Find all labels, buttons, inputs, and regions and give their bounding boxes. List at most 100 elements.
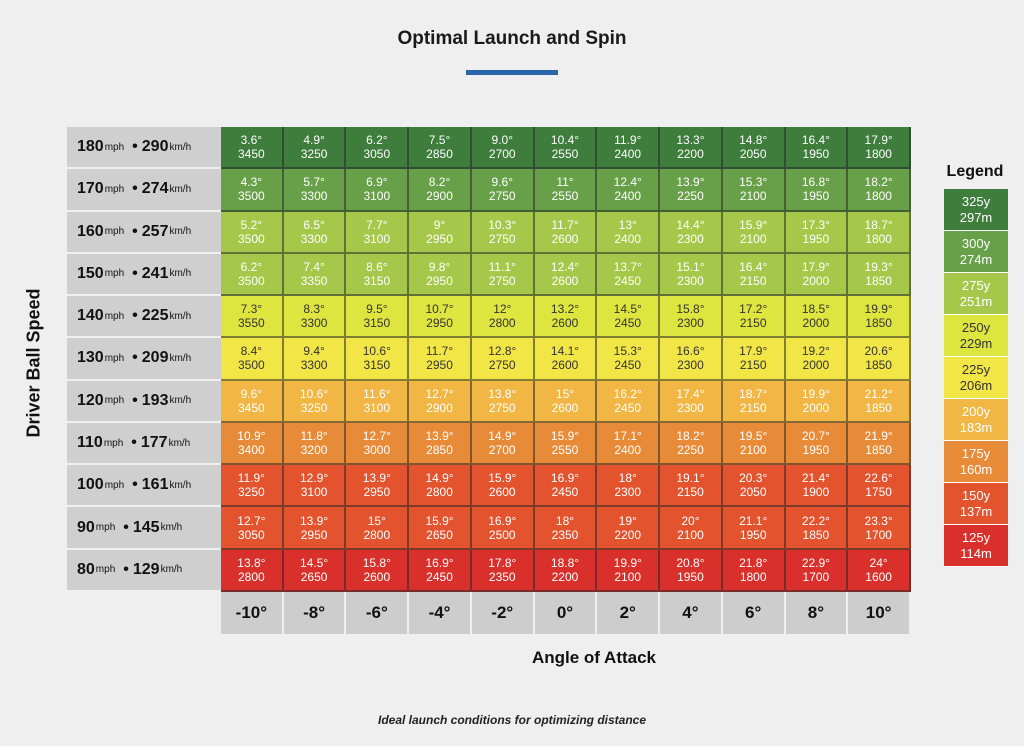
spin-rate-value: 2800	[363, 527, 391, 542]
launch-angle-value: 22.2°	[801, 513, 830, 528]
launch-angle-value: 14.5°	[613, 302, 642, 317]
speed-mph-unit: mph	[104, 268, 125, 280]
launch-angle-value: 23.3°	[864, 513, 893, 528]
launch-angle-value: 16.9°	[488, 513, 517, 528]
speed-kmh-unit: km/h	[169, 226, 192, 238]
launch-angle-value: 7.5°	[428, 133, 451, 148]
speed-mph-value: 130	[77, 349, 104, 367]
launch-angle-value: 4.3°	[240, 175, 263, 190]
heatmap-cell: 3.6° 3450	[221, 127, 284, 170]
spin-rate-value: 2450	[551, 485, 579, 500]
heatmap-cell: 13.2° 2600	[534, 296, 598, 339]
spin-rate-value: 1950	[802, 189, 830, 204]
spin-rate-value: 2750	[488, 189, 516, 204]
launch-angle-value: 8.3°	[303, 302, 325, 317]
spin-rate-value: 1950	[802, 443, 830, 458]
heatmap-cell: 12.9° 3100	[283, 465, 347, 508]
launch-angle-value: 15.3°	[739, 175, 768, 190]
heatmap-cell: 24° 1600	[848, 549, 911, 592]
launch-angle-value: 13.7°	[613, 259, 642, 274]
heatmap-cell: 16.9° 2500	[471, 507, 535, 550]
heatmap-cell: 18.7° 1800	[848, 211, 911, 254]
x-tick-label: 8°	[785, 592, 849, 634]
heatmap-cell: 14.5° 2650	[283, 549, 347, 592]
speed-row-label: 180 mph • 290 km/h	[67, 127, 221, 170]
launch-angle-value: 15.8°	[676, 302, 705, 317]
launch-angle-value: 10.9°	[237, 429, 266, 444]
heatmap-cell: 12.7° 2900	[409, 380, 472, 423]
spin-rate-value: 2250	[677, 189, 704, 204]
speed-kmh-value: 257	[141, 222, 169, 240]
launch-angle-value: 22.9°	[801, 555, 830, 570]
speed-row-label: 140 mph • 225 km/h	[67, 296, 221, 339]
speed-mph-value: 120	[77, 391, 104, 409]
heatmap-cell: 10.6° 3150	[346, 338, 410, 381]
heatmap-cell: 16.8° 1950	[785, 169, 849, 212]
launch-angle-value: 17.1°	[613, 429, 642, 444]
spin-rate-value: 1800	[865, 189, 892, 204]
spin-rate-value: 3050	[238, 527, 265, 542]
speed-kmh-unit: km/h	[169, 183, 192, 195]
launch-angle-value: 18°	[618, 471, 637, 486]
launch-angle-value: 12.7°	[362, 429, 391, 444]
heatmap-cell: 10.7° 2950	[409, 296, 472, 339]
x-tick-label: 6°	[722, 592, 786, 634]
speed-kmh-value: 145	[132, 518, 160, 536]
speed-mph-unit: mph	[103, 437, 124, 449]
spin-rate-value: 1950	[802, 147, 830, 162]
launch-angle-value: 20.7°	[801, 429, 830, 444]
heatmap-cell: 6.5° 3300	[283, 211, 347, 254]
heatmap-cell: 16.2° 2450	[597, 380, 661, 423]
launch-angle-value: 13.9°	[676, 175, 705, 190]
launch-angle-value: 17.2°	[739, 302, 768, 317]
launch-angle-value: 3.6°	[240, 133, 263, 148]
attack-angle-row: -10° -8° -6° -4° -2° 0° 2° 4° 6° 8° 10°	[221, 592, 911, 634]
heatmap-cell: 6.2° 3500	[221, 253, 284, 297]
spin-rate-value: 2300	[614, 485, 642, 500]
spin-rate-value: 2000	[802, 358, 830, 373]
launch-angle-value: 18.2°	[864, 175, 893, 190]
spin-rate-value: 3300	[300, 316, 328, 331]
legend-meters: 206m	[959, 377, 993, 393]
launch-angle-value: 13.9°	[362, 471, 391, 486]
heatmap-cell: 20.3° 2050	[722, 465, 786, 508]
speed-mph-value: 160	[77, 222, 104, 240]
heatmap-cell: 9.6° 3450	[221, 380, 284, 423]
heatmap-cell: 12.4° 2400	[597, 169, 661, 212]
spin-rate-value: 3450	[238, 400, 265, 415]
heatmap-cell: 16.4° 1950	[785, 127, 849, 170]
heatmap-cell: 17.9° 2150	[722, 338, 786, 381]
launch-angle-value: 20.8°	[676, 555, 705, 570]
x-tick-label: -6°	[346, 592, 410, 634]
speed-kmh-unit: km/h	[169, 395, 192, 407]
launch-angle-value: 12.4°	[550, 259, 580, 274]
heatmap-cell: 13.9° 2850	[409, 422, 472, 466]
spin-rate-value: 2450	[426, 569, 453, 584]
speed-row-label: 80 mph • 129 km/h	[67, 550, 221, 592]
spin-rate-value: 2300	[677, 400, 704, 415]
spin-rate-value: 1850	[865, 316, 892, 331]
launch-angle-value: 12°	[493, 302, 512, 317]
spin-rate-value: 2550	[551, 189, 579, 204]
spin-rate-value: 2900	[426, 400, 453, 415]
legend-item: 175y 160m	[944, 441, 1008, 483]
heatmap-cell: 4.3° 3500	[221, 169, 284, 212]
speed-mph-unit: mph	[95, 564, 116, 576]
title-underline	[466, 70, 558, 75]
speed-kmh-value: 241	[141, 264, 169, 282]
spin-rate-value: 3500	[238, 358, 265, 373]
speed-kmh-value: 274	[141, 180, 169, 198]
spin-rate-value: 2450	[614, 358, 642, 373]
launch-angle-value: 20.6°	[864, 344, 893, 359]
speed-separator: •	[132, 264, 138, 282]
spin-rate-value: 2600	[551, 316, 579, 331]
spin-rate-value: 3350	[300, 273, 328, 288]
spin-rate-value: 1750	[865, 485, 892, 500]
speed-mph-value: 90	[77, 518, 95, 536]
launch-angle-value: 11.6°	[363, 386, 391, 401]
heatmap-cell: 12.4° 2600	[534, 253, 598, 297]
launch-angle-value: 17.4°	[676, 386, 705, 401]
spin-rate-value: 2750	[488, 231, 516, 246]
spin-rate-value: 2400	[614, 231, 642, 246]
launch-angle-value: 13.9°	[300, 513, 329, 528]
